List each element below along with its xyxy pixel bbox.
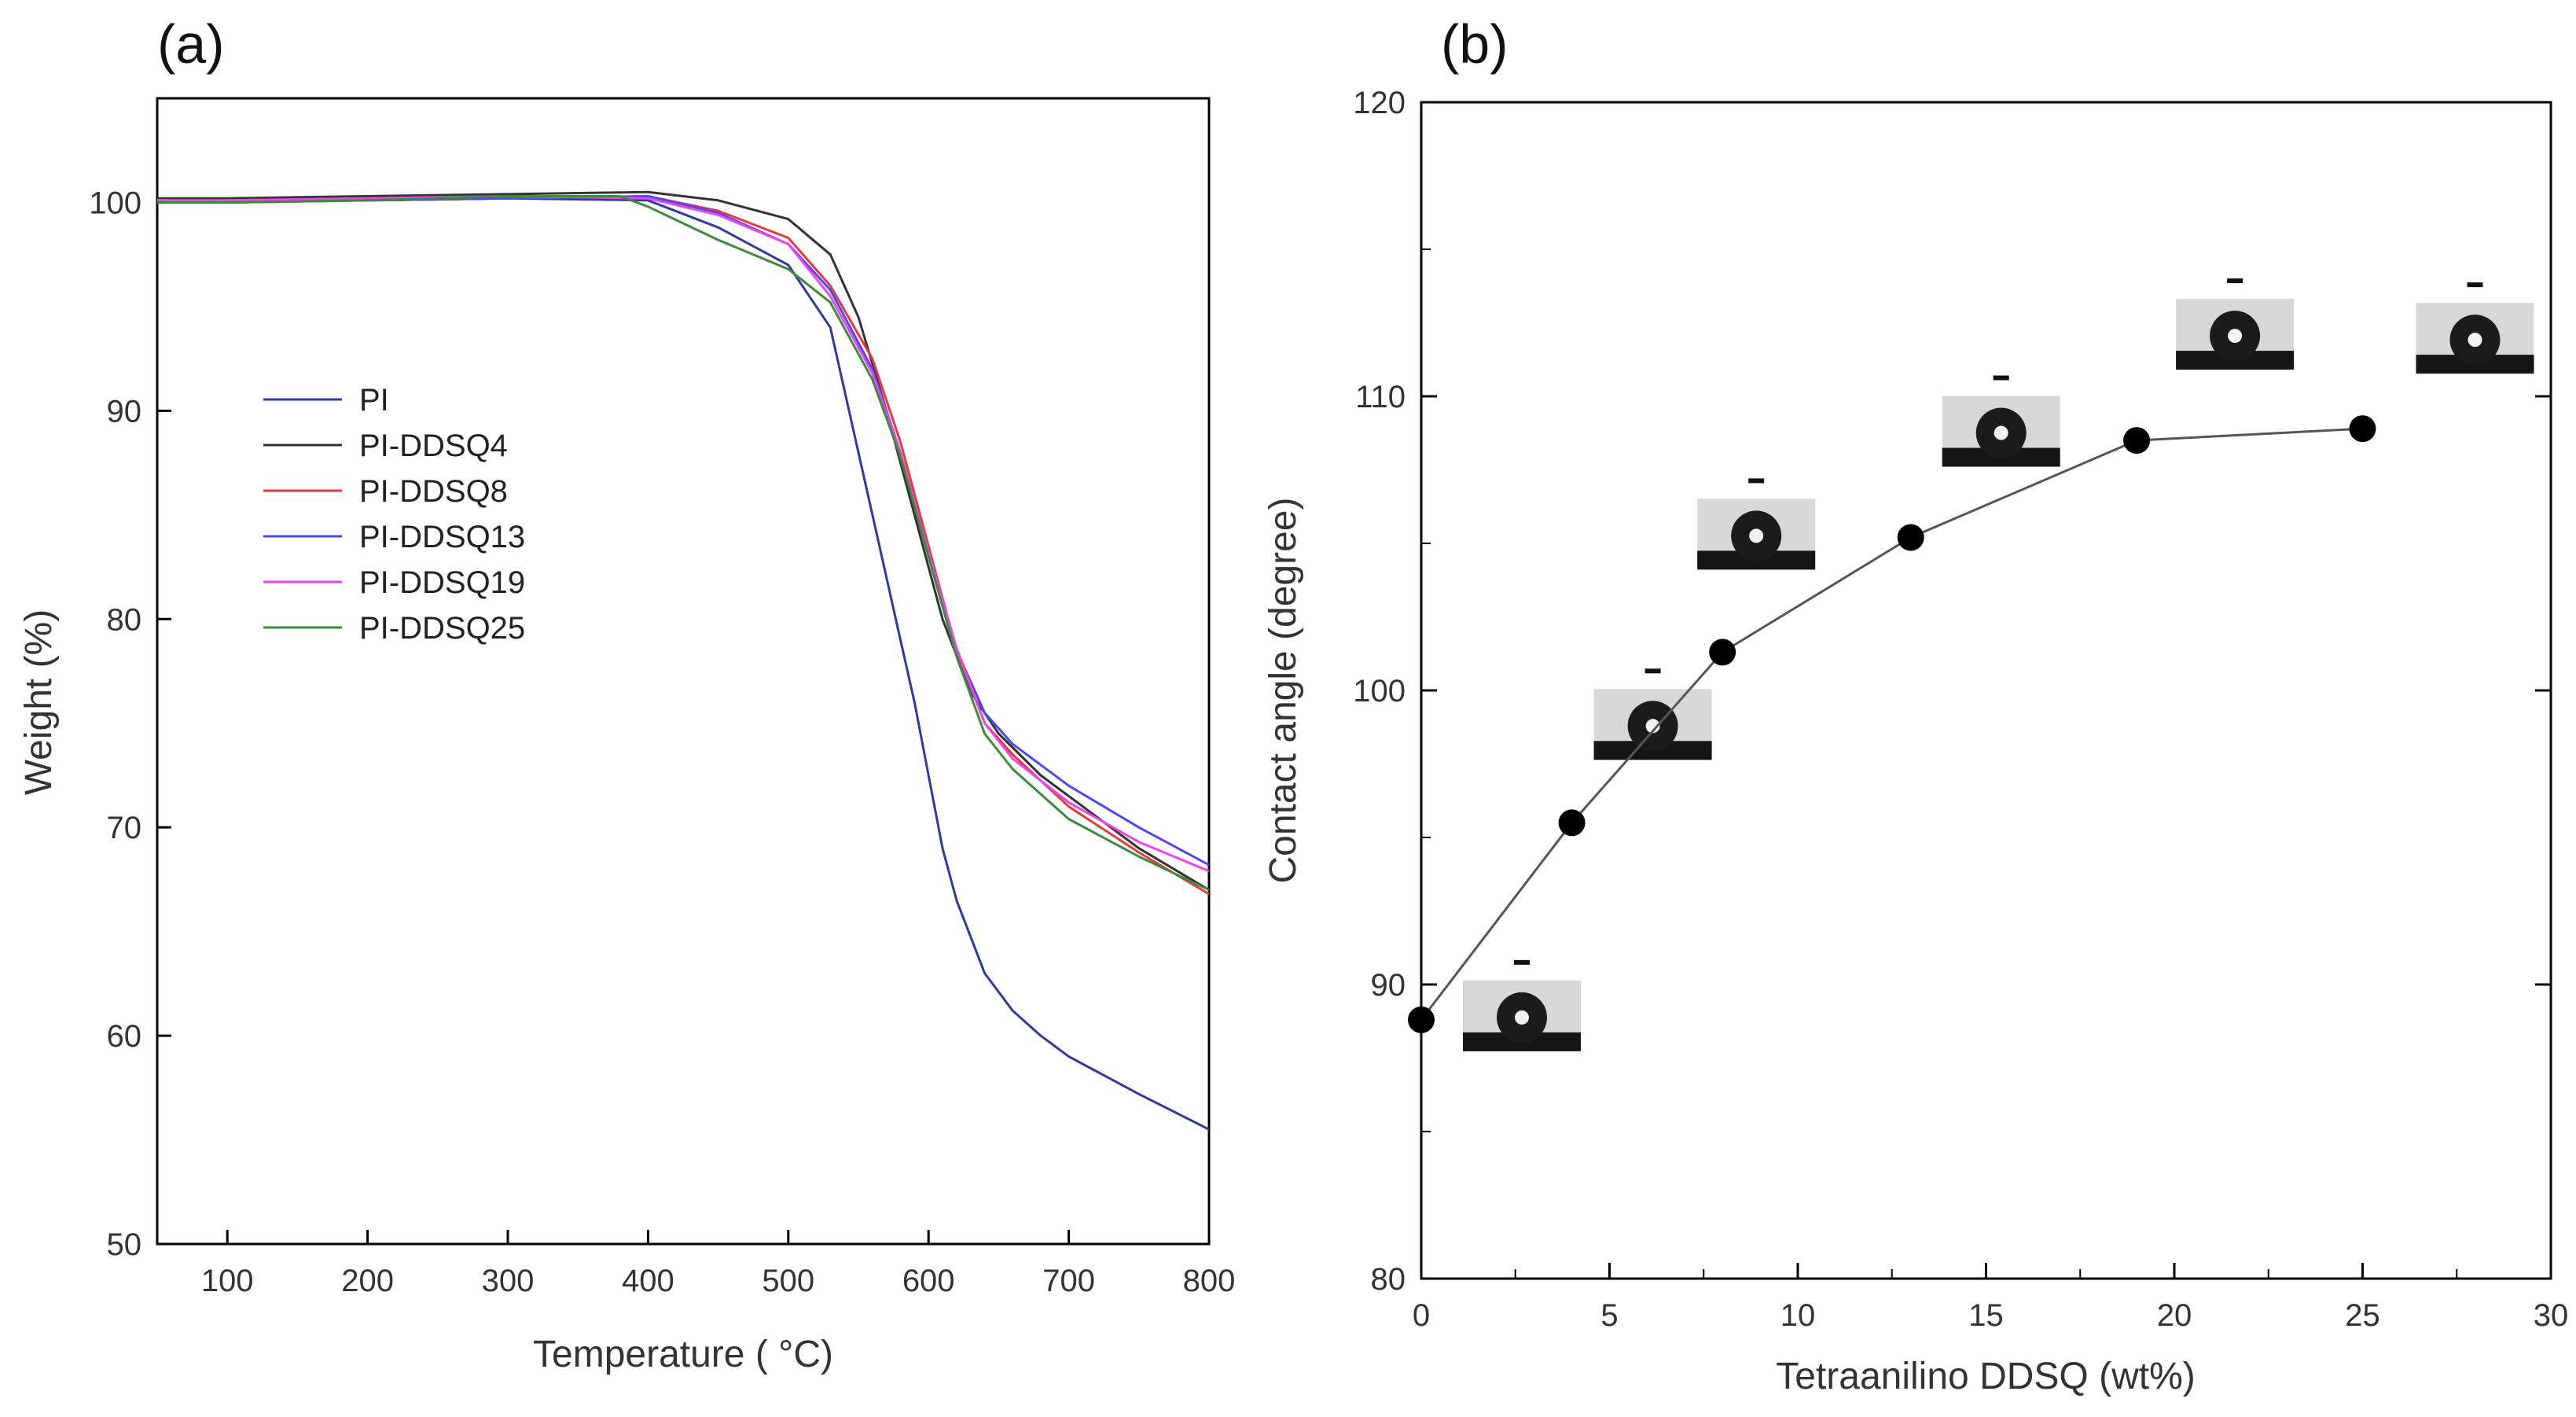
droplet-highlight: [2468, 333, 2482, 348]
y-tick-label-b: 80: [1371, 1262, 1406, 1297]
x-tick-label-a: 400: [622, 1264, 674, 1298]
panel-label-b: (b): [1441, 13, 1508, 75]
y-tick-label-a: 100: [89, 186, 141, 220]
legend-label: PI-DDSQ19: [359, 565, 525, 600]
y-axis-b: 80 90 100 110 120: [1353, 86, 2551, 1297]
legend-label: PI-DDSQ4: [359, 429, 508, 463]
x-tick-label-b: 25: [2345, 1298, 2380, 1333]
data-point: [1897, 524, 1924, 551]
droplet-image: [1697, 478, 1816, 570]
droplet-image: [2416, 282, 2534, 374]
droplet-images: [1463, 278, 2534, 1051]
needle-tip: [1748, 478, 1765, 484]
series-line-pi-ddsq25: [157, 195, 1210, 892]
y-axis-title-a: Weight (%): [18, 609, 60, 796]
needle-tip: [2467, 282, 2483, 288]
droplet-highlight: [1749, 528, 1764, 543]
x-tick-label-b: 0: [1413, 1298, 1430, 1333]
x-tick-label-a: 300: [482, 1264, 535, 1298]
droplet-image: [1463, 959, 1581, 1051]
y-tick-label-b: 120: [1353, 86, 1406, 120]
x-axis-b: 0 5 10 15 20 25 30: [1413, 1263, 2568, 1333]
legend-label: PI-DDSQ8: [359, 474, 508, 509]
y-tick-label-b: 90: [1371, 968, 1406, 1003]
droplet-highlight: [1515, 1010, 1529, 1025]
x-tick-label-a: 800: [1183, 1264, 1236, 1298]
y-tick-label-b: 100: [1353, 674, 1406, 708]
droplet-image: [2176, 278, 2295, 370]
droplet-image: [1942, 375, 2060, 467]
series-line-pi-ddsq4: [157, 190, 1210, 891]
series-line-b: [1420, 427, 2363, 1021]
droplet-highlight: [2228, 329, 2243, 344]
panel-b-contact-angle-chart: (b) 0 5 10 15 20 25 30 80 90 100 110 120 Tetraanil…: [1262, 13, 2568, 1397]
plot-frame-a: [156, 97, 1211, 1246]
series-line-pi: [157, 197, 1210, 1131]
data-point: [1408, 1006, 1435, 1033]
x-tick-label-b: 15: [1968, 1298, 2004, 1333]
y-tick-label-a: 80: [107, 602, 142, 637]
x-tick-label-a: 100: [201, 1264, 254, 1298]
legend-a: PI PI-DDSQ4 PI-DDSQ8 PI-DDSQ13 PI-DDSQ19 PI-D…: [263, 383, 525, 646]
data-point: [2349, 415, 2376, 443]
series-points-b: [1408, 415, 2376, 1033]
needle-tip: [1993, 375, 2009, 381]
y-tick-label-a: 70: [107, 811, 142, 845]
x-tick-label-a: 600: [902, 1264, 955, 1298]
connecting-line: [1420, 427, 2363, 1021]
droplet-highlight: [1994, 425, 2008, 440]
legend-label: PI: [359, 383, 389, 418]
x-axis-title-a: Temperature ( °C): [533, 1334, 833, 1375]
panel-a-tga-chart: (a) 100 200 300 400 500 600 700 800 50 60 70 80 90 1…: [18, 13, 1235, 1375]
y-axis-title-b: Contact angle (degree): [1262, 498, 1304, 884]
needle-tip: [2227, 278, 2243, 284]
legend-label: PI-DDSQ13: [359, 520, 525, 554]
y-tick-label-b: 110: [1355, 380, 1406, 414]
legend-label: PI-DDSQ25: [359, 611, 525, 646]
needle-tip: [1514, 959, 1530, 965]
x-tick-label-a: 700: [1042, 1264, 1095, 1298]
series-lines-a: [156, 190, 1210, 1131]
y-tick-label-a: 90: [107, 394, 142, 429]
data-point: [1709, 639, 1736, 666]
data-point: [1558, 809, 1586, 837]
x-tick-label-b: 20: [2157, 1298, 2192, 1333]
series-line-pi-ddsq13: [157, 195, 1210, 867]
droplet-highlight: [1645, 719, 1660, 734]
needle-tip: [1644, 668, 1661, 674]
x-axis-a: 100 200 300 400 500 600 700 800: [201, 1230, 1236, 1298]
x-axis-title-b: Tetraanilino DDSQ (wt%): [1776, 1356, 2195, 1397]
data-point: [2123, 427, 2151, 455]
y-tick-label-a: 60: [107, 1019, 142, 1054]
x-tick-label-b: 30: [2534, 1298, 2569, 1333]
y-tick-label-a: 50: [107, 1227, 142, 1262]
x-tick-label-b: 10: [1780, 1298, 1816, 1333]
droplet-image: [1593, 668, 1712, 760]
x-tick-label-b: 5: [1600, 1298, 1618, 1333]
x-tick-label-a: 500: [762, 1264, 814, 1298]
panel-label-a: (a): [157, 13, 225, 75]
x-tick-label-a: 200: [341, 1264, 394, 1298]
